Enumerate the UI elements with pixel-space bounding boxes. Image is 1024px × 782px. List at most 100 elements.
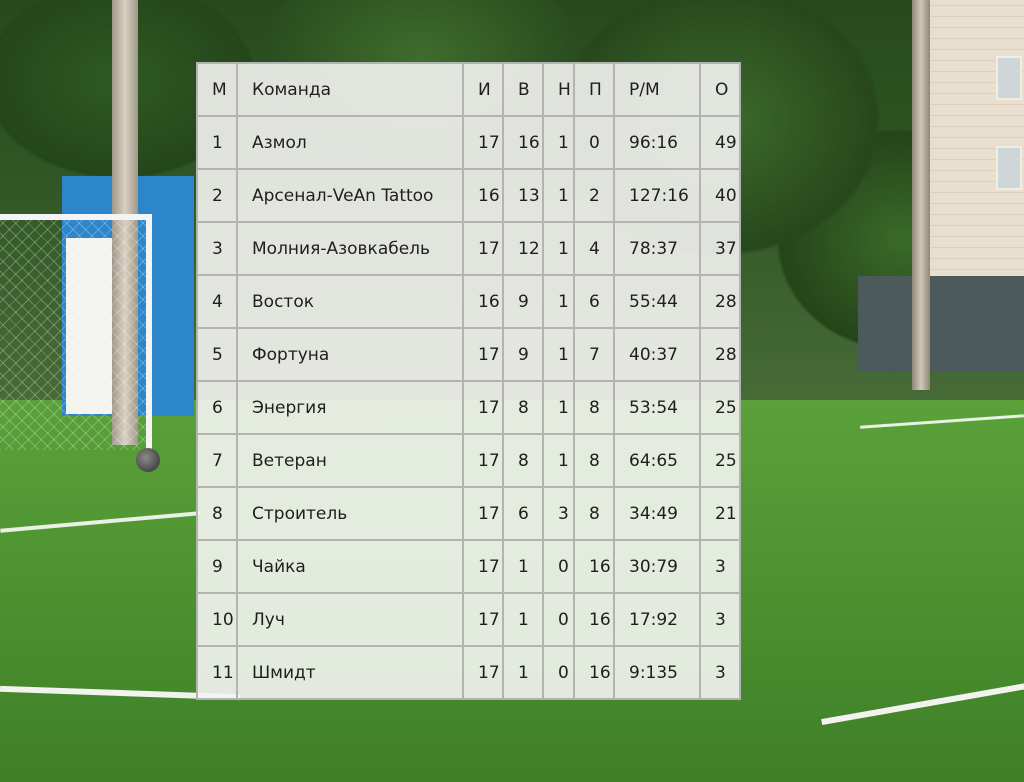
cell-position: 7 (196, 433, 238, 488)
cell-team: Молния-Азовкабель (236, 221, 464, 276)
cell-wins: 12 (502, 221, 544, 276)
cell-goals: 17:92 (613, 592, 701, 647)
cell-goals: 55:44 (613, 274, 701, 329)
cell-points: 3 (699, 645, 741, 700)
cell-goals: 9:135 (613, 645, 701, 700)
cell-losses: 8 (573, 380, 615, 435)
cell-team: Энергия (236, 380, 464, 435)
cell-position: 11 (196, 645, 238, 700)
cell-draws: 3 (542, 486, 575, 541)
table-header-row: М Команда И В Н П Р/М О (196, 62, 741, 117)
table-row: 1 Азмол 17 16 1 0 96:16 49 (196, 115, 741, 170)
cell-team: Арсенал-VeAn Tattoo (236, 168, 464, 223)
cell-losses: 16 (573, 539, 615, 594)
cell-points: 25 (699, 380, 741, 435)
cell-losses: 0 (573, 115, 615, 170)
table-row: 5 Фортуна 17 9 1 7 40:37 28 (196, 327, 741, 382)
table-row: 9 Чайка 17 1 0 16 30:79 3 (196, 539, 741, 594)
cell-games: 17 (462, 645, 504, 700)
header-position: М (196, 62, 238, 117)
standings-table: М Команда И В Н П Р/М О 1 Азмол 17 16 1 0 96:1… (196, 62, 741, 700)
cell-team: Азмол (236, 115, 464, 170)
cell-points: 40 (699, 168, 741, 223)
cell-goals: 40:37 (613, 327, 701, 382)
cell-points: 28 (699, 274, 741, 329)
header-draws: Н (542, 62, 575, 117)
cell-points: 25 (699, 433, 741, 488)
cell-position: 6 (196, 380, 238, 435)
header-team: Команда (236, 62, 464, 117)
cell-wins: 16 (502, 115, 544, 170)
football (136, 448, 160, 472)
cell-team: Луч (236, 592, 464, 647)
cell-draws: 1 (542, 168, 575, 223)
cell-games: 16 (462, 168, 504, 223)
cell-games: 17 (462, 221, 504, 276)
cell-games: 17 (462, 115, 504, 170)
cell-games: 16 (462, 274, 504, 329)
cell-draws: 0 (542, 645, 575, 700)
cell-points: 21 (699, 486, 741, 541)
cell-position: 10 (196, 592, 238, 647)
cell-team: Фортуна (236, 327, 464, 382)
cell-draws: 1 (542, 115, 575, 170)
cell-points: 37 (699, 221, 741, 276)
cell-losses: 8 (573, 433, 615, 488)
cell-draws: 0 (542, 592, 575, 647)
cell-losses: 4 (573, 221, 615, 276)
table-row: 11 Шмидт 17 1 0 16 9:135 3 (196, 645, 741, 700)
table-row: 2 Арсенал-VeAn Tattoo 16 13 1 2 127:16 40 (196, 168, 741, 223)
cell-position: 9 (196, 539, 238, 594)
cell-position: 3 (196, 221, 238, 276)
cell-position: 1 (196, 115, 238, 170)
fence (858, 276, 1024, 372)
cell-draws: 1 (542, 433, 575, 488)
goal-crossbar (0, 214, 152, 220)
cell-draws: 1 (542, 327, 575, 382)
cell-games: 17 (462, 380, 504, 435)
table-row: 4 Восток 16 9 1 6 55:44 28 (196, 274, 741, 329)
cell-games: 17 (462, 486, 504, 541)
cell-position: 5 (196, 327, 238, 382)
cell-games: 17 (462, 433, 504, 488)
cell-goals: 96:16 (613, 115, 701, 170)
pole (112, 0, 138, 445)
cell-goals: 53:54 (613, 380, 701, 435)
cell-position: 2 (196, 168, 238, 223)
cell-wins: 1 (502, 645, 544, 700)
cell-wins: 8 (502, 433, 544, 488)
cell-draws: 1 (542, 221, 575, 276)
cell-losses: 16 (573, 645, 615, 700)
cell-team: Шмидт (236, 645, 464, 700)
cell-goals: 127:16 (613, 168, 701, 223)
header-wins: В (502, 62, 544, 117)
cell-goals: 30:79 (613, 539, 701, 594)
pole (912, 0, 930, 390)
cell-team: Ветеран (236, 433, 464, 488)
header-goals: Р/М (613, 62, 701, 117)
cell-draws: 1 (542, 380, 575, 435)
cell-losses: 2 (573, 168, 615, 223)
cell-draws: 0 (542, 539, 575, 594)
building-window (996, 146, 1022, 190)
cell-goals: 34:49 (613, 486, 701, 541)
cell-wins: 8 (502, 380, 544, 435)
table-row: 10 Луч 17 1 0 16 17:92 3 (196, 592, 741, 647)
cell-games: 17 (462, 327, 504, 382)
cell-wins: 13 (502, 168, 544, 223)
cell-team: Восток (236, 274, 464, 329)
building (930, 0, 1024, 280)
cell-position: 8 (196, 486, 238, 541)
cell-team: Строитель (236, 486, 464, 541)
goal-post (146, 214, 152, 454)
table-row: 6 Энергия 17 8 1 8 53:54 25 (196, 380, 741, 435)
table-row: 8 Строитель 17 6 3 8 34:49 21 (196, 486, 741, 541)
cell-goals: 78:37 (613, 221, 701, 276)
cell-draws: 1 (542, 274, 575, 329)
cell-wins: 6 (502, 486, 544, 541)
cell-games: 17 (462, 592, 504, 647)
cell-points: 3 (699, 539, 741, 594)
cell-wins: 9 (502, 274, 544, 329)
goal-net (0, 220, 146, 450)
cell-wins: 1 (502, 539, 544, 594)
